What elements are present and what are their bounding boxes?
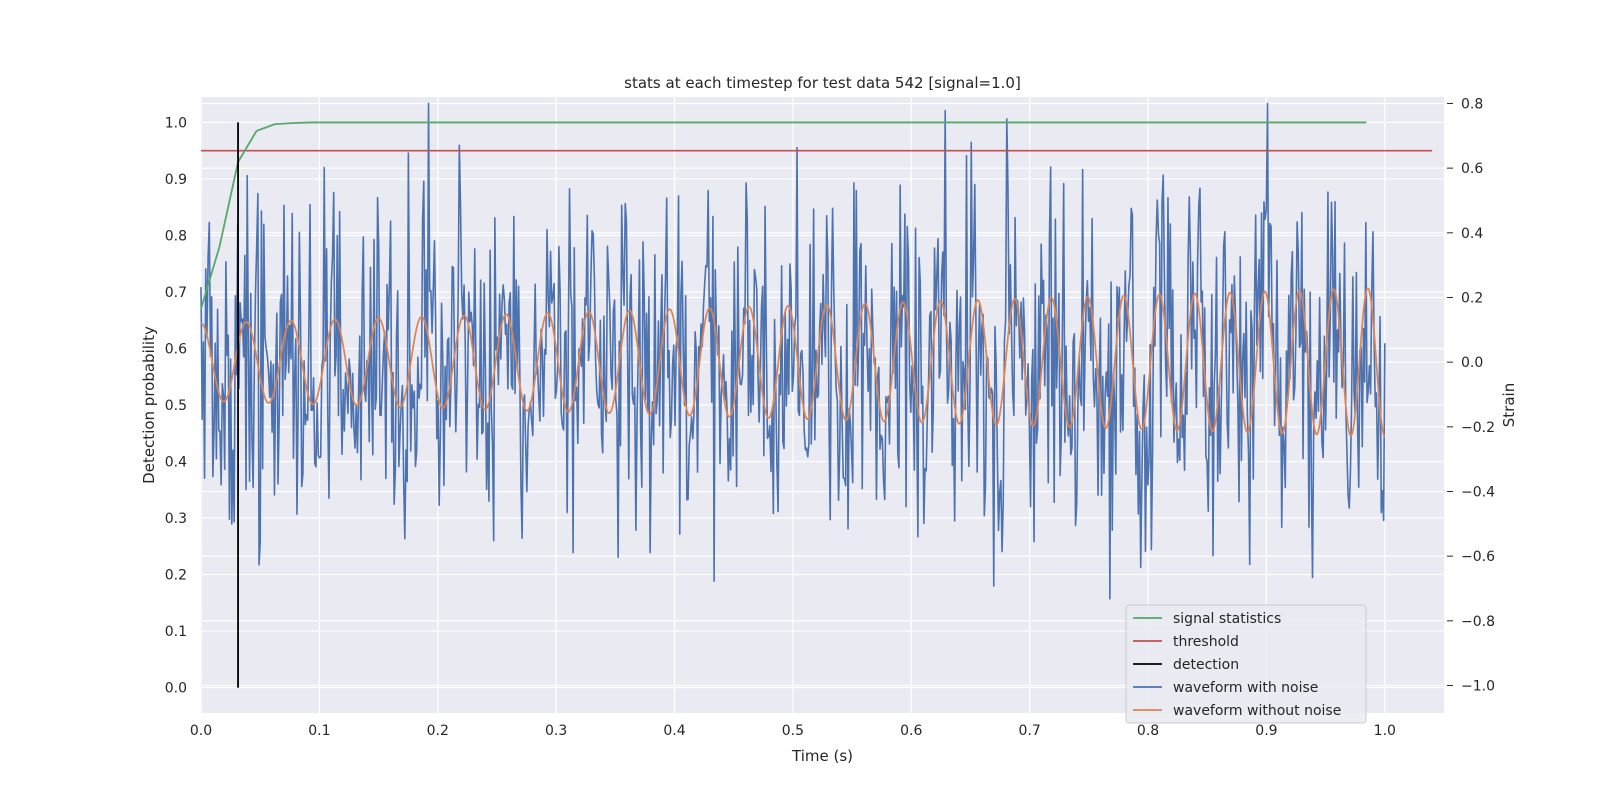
x-tick-label: 0.5 xyxy=(782,723,804,739)
x-tick-label: 0.2 xyxy=(427,723,449,739)
y-left-tick-label: 0.9 xyxy=(165,172,187,188)
y-left-tick-label: 0.8 xyxy=(165,228,187,244)
x-tick-label: 0.4 xyxy=(663,723,685,739)
y-left-tick-label: 0.0 xyxy=(165,681,187,697)
x-tick-label: 0.7 xyxy=(1019,723,1041,739)
legend-label: waveform with noise xyxy=(1173,680,1318,696)
y-right-tick-label: 0.8 xyxy=(1461,96,1483,112)
y-left-tick-label: 0.5 xyxy=(165,398,187,414)
x-tick-label: 0.9 xyxy=(1255,723,1277,739)
x-tick-label: 0.1 xyxy=(308,723,330,739)
y-left-tick-label: 1.0 xyxy=(165,115,187,131)
y-right-tick-label: −0.4 xyxy=(1461,484,1495,500)
series-layer xyxy=(200,102,1433,688)
series-signal-statistics xyxy=(200,121,1367,310)
y-left-tick-label: 0.2 xyxy=(165,568,187,584)
y-axis-label-right: Strain xyxy=(1500,383,1518,427)
y-right-tick-label: −0.2 xyxy=(1461,420,1495,436)
x-tick-label: 1.0 xyxy=(1374,723,1396,739)
x-axis-label: Time (s) xyxy=(791,747,853,765)
x-tick-label: 0.0 xyxy=(190,723,212,739)
y-right-tick-label: −0.6 xyxy=(1461,549,1495,565)
y-right-tick-label: 0.6 xyxy=(1461,161,1483,177)
legend-label: detection xyxy=(1173,657,1239,673)
y-right-tick-label: 0.2 xyxy=(1461,290,1483,306)
legend-box xyxy=(1125,604,1367,724)
y-left-tick-label: 0.7 xyxy=(165,285,187,301)
series-waveform-without-noise xyxy=(200,287,1386,438)
y-right-tick-label: 0.4 xyxy=(1461,226,1483,242)
x-tick-label: 0.3 xyxy=(545,723,567,739)
y-right-tick-label: −1.0 xyxy=(1461,679,1495,695)
x-tick-label: 0.6 xyxy=(900,723,922,739)
y-left-tick-label: 0.4 xyxy=(165,455,187,471)
x-tick-label: 0.8 xyxy=(1137,723,1159,739)
legend-label: waveform without noise xyxy=(1173,703,1341,719)
y-right-tick-label: −0.8 xyxy=(1461,614,1495,630)
y-axis-label-left: Detection probability xyxy=(140,326,158,484)
y-left-tick-label: 0.3 xyxy=(165,511,187,527)
legend-label: signal statistics xyxy=(1173,611,1281,627)
y-left-tick-label: 0.1 xyxy=(165,624,187,640)
y-right-tick-label: 0.0 xyxy=(1461,355,1483,371)
axes: 0.0 0.1 0.2 0.3 0.4 0.5 0.6 0.7 0.8 0.9 1.0 0.0 0.1 0… xyxy=(165,96,1495,739)
chart-title: stats at each timestep for test data 542… xyxy=(624,74,1021,92)
legend: signal statistics threshold detection wavef… xyxy=(1125,604,1367,724)
y-left-tick-label: 0.6 xyxy=(165,341,187,357)
legend-label: threshold xyxy=(1173,634,1239,650)
